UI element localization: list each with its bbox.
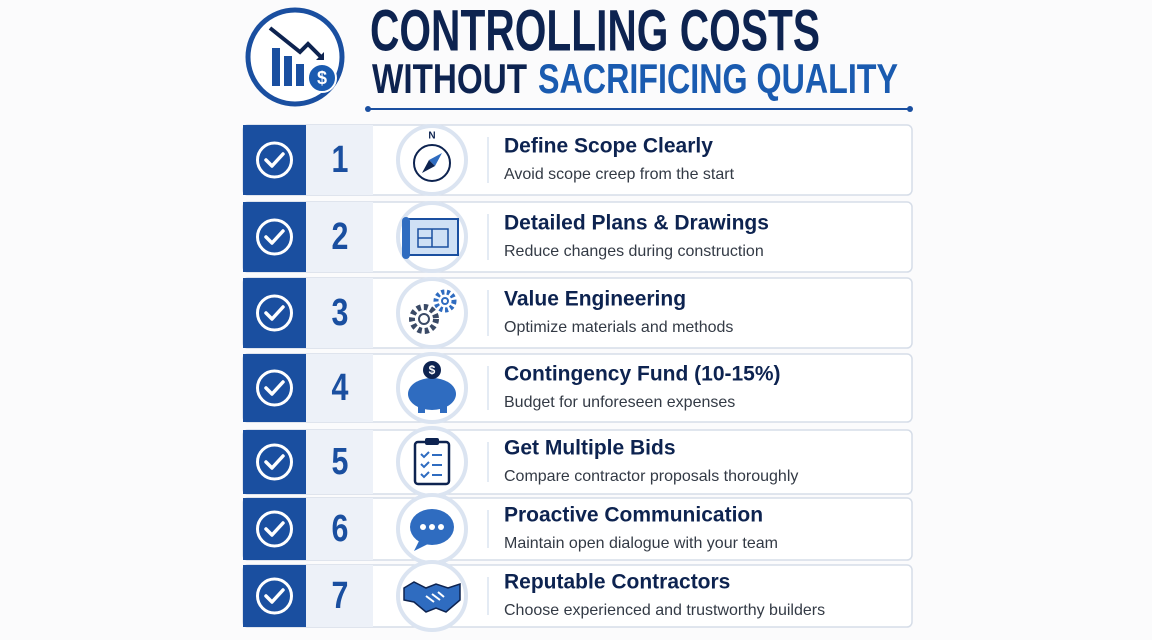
coin-symbol: $ xyxy=(429,363,436,377)
logo-bar xyxy=(296,64,304,86)
check-ring xyxy=(256,218,293,256)
speech-dot xyxy=(420,524,426,530)
item-number: 7 xyxy=(332,575,349,617)
item-description: Reduce changes during construction xyxy=(504,243,764,260)
title-line1: CONTROLLING COSTS xyxy=(370,0,820,63)
item-title: Contingency Fund (10-15%) xyxy=(504,363,781,386)
speech-dot xyxy=(429,524,435,530)
blueprint-roll xyxy=(402,217,410,259)
item-number: 6 xyxy=(332,508,349,550)
check-mark xyxy=(264,521,285,537)
logo-arrow xyxy=(268,26,324,60)
blueprint-sheet xyxy=(407,218,459,256)
item-description: Choose experienced and trustworthy build… xyxy=(504,602,825,619)
logo-bar xyxy=(272,48,280,86)
item-row: 2 Detailed Plans & Drawings Reduce changes… xyxy=(242,201,913,273)
item-description: Maintain open dialogue with your team xyxy=(504,535,778,552)
item-number: 5 xyxy=(332,441,349,483)
item-title: Get Multiple Bids xyxy=(504,437,676,460)
number-panel xyxy=(306,565,373,627)
check-mark xyxy=(264,305,285,321)
clipboard xyxy=(413,440,451,486)
item-number: 3 xyxy=(332,292,349,334)
item-number: 4 xyxy=(332,367,349,409)
check-box xyxy=(243,565,306,627)
logo-bar xyxy=(284,56,292,86)
underline-dot xyxy=(365,106,371,112)
clipboard-clip xyxy=(425,438,439,445)
check-ring xyxy=(256,510,293,548)
item-title: Reputable Contractors xyxy=(504,571,730,594)
coin xyxy=(423,361,441,379)
check-mark xyxy=(264,454,285,470)
check-mark xyxy=(264,229,285,245)
check-ring xyxy=(256,369,293,407)
checklist-line xyxy=(420,451,442,459)
item-row: 1 N Define Scope Clearly Avoid scope creep … xyxy=(242,124,913,196)
gear xyxy=(433,289,457,313)
number-panel xyxy=(306,278,373,348)
check-box xyxy=(243,430,306,494)
logo-symbol: $ xyxy=(317,68,327,88)
number-panel xyxy=(306,354,373,422)
item-row: 3 Value Engineering Optimize materials and… xyxy=(242,277,913,349)
check-ring xyxy=(256,443,293,481)
check-mark xyxy=(264,152,285,168)
logo-arrow-head xyxy=(316,52,324,60)
item-title: Proactive Communication xyxy=(504,504,763,527)
check-box xyxy=(243,202,306,272)
piggy-body xyxy=(408,378,456,410)
item-number: 2 xyxy=(332,216,349,258)
item-row: 7 Reputable Contractors Choose experienced… xyxy=(242,560,913,632)
title-line2-start: WITHOUT xyxy=(372,55,527,102)
check-ring xyxy=(256,141,293,179)
blueprint-lines xyxy=(417,228,449,248)
handshake-fingers xyxy=(425,591,445,603)
checklist-line xyxy=(420,461,442,469)
icon-ring xyxy=(396,277,468,349)
compass-label: N xyxy=(428,131,435,142)
number-panel xyxy=(306,498,373,560)
gear-hub xyxy=(418,313,430,325)
check-mark xyxy=(264,380,285,396)
item-description: Compare contractor proposals thoroughly xyxy=(504,468,798,485)
title-line2-accent: SACRIFICING QUALITY xyxy=(538,55,898,102)
item-row: 5 Get Multiple Bids Compare contractor pro… xyxy=(242,426,913,498)
number-panel xyxy=(306,202,373,272)
item-title: Detailed Plans & Drawings xyxy=(504,212,769,235)
underline-dot xyxy=(907,106,913,112)
check-box xyxy=(243,125,306,195)
logo-coin xyxy=(307,63,337,93)
number-panel xyxy=(306,430,373,494)
check-box xyxy=(243,278,306,348)
compass-needle xyxy=(429,153,442,166)
item-description: Avoid scope creep from the start xyxy=(504,166,735,183)
speech-tail xyxy=(414,539,430,551)
item-number: 1 xyxy=(332,139,349,181)
item-title: Value Engineering xyxy=(504,288,686,311)
item-row: 6 Proactive Communication Maintain open di… xyxy=(242,493,913,565)
handshake xyxy=(403,581,461,613)
item-list: 1 N Define Scope Clearly Avoid scope creep … xyxy=(242,124,913,632)
item-row: 4 $ Contingency Fund (10-15%) Budget for un… xyxy=(242,352,913,424)
item-description: Optimize materials and methods xyxy=(504,319,733,336)
check-ring xyxy=(256,294,293,332)
item-description: Budget for unforeseen expenses xyxy=(504,394,735,411)
piggy-leg xyxy=(440,404,447,413)
check-ring xyxy=(256,577,293,615)
check-box xyxy=(243,498,306,560)
item-title: Define Scope Clearly xyxy=(504,135,713,158)
number-panel xyxy=(306,125,373,195)
checklist-line xyxy=(420,471,442,479)
check-box xyxy=(243,354,306,422)
gear-hub xyxy=(441,297,449,305)
piggy-leg xyxy=(418,404,425,413)
check-mark xyxy=(264,588,285,604)
logo: $ xyxy=(245,7,345,107)
gear xyxy=(409,304,439,334)
speech-dot xyxy=(438,524,444,530)
compass-needle xyxy=(422,160,435,173)
